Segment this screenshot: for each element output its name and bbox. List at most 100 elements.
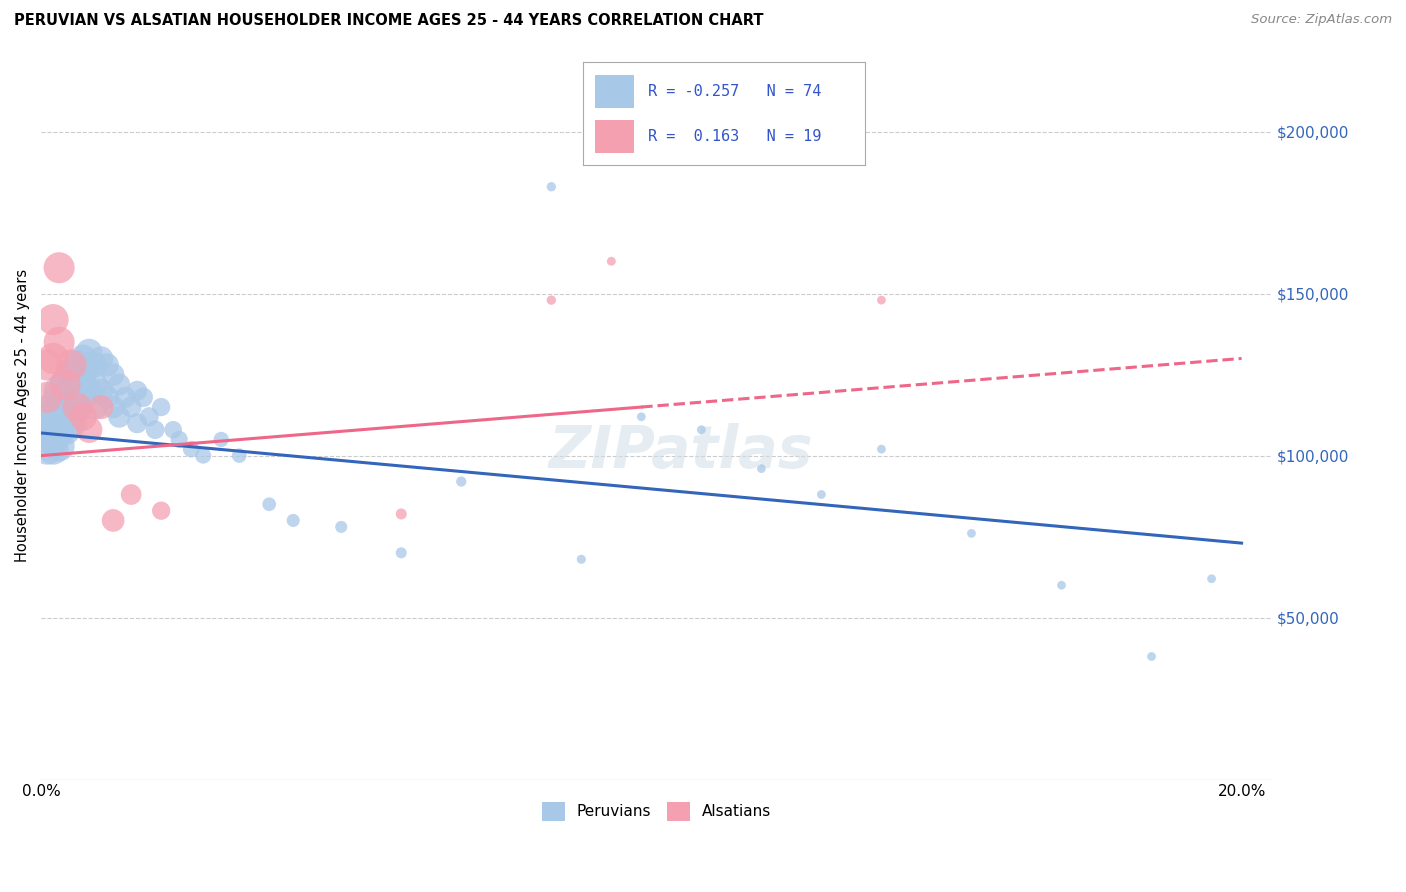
Point [48,409,70,424]
Point [330,520,353,534]
Point [48,439,70,453]
FancyBboxPatch shape [595,75,634,108]
Point [143,423,166,437]
Point [101,513,124,527]
Point [120,487,142,501]
Text: R =  0.163   N = 19: R = 0.163 N = 19 [648,128,821,144]
Point [66,358,89,372]
Point [53,390,76,404]
Point [77,423,100,437]
Point [96,390,118,404]
Point [120,400,142,414]
Point [42,312,65,326]
Point [48,390,70,404]
Point [72,351,94,366]
Point [193,449,215,463]
Point [180,442,202,457]
Point [60,384,83,398]
Point [96,358,118,372]
Point [53,423,76,437]
Point [209,433,232,447]
Point [630,409,652,424]
Point [37,409,59,424]
Point [42,442,65,457]
Point [77,384,100,398]
Point [37,358,59,372]
Point [48,260,70,275]
Point [389,507,412,521]
Point [1201,572,1223,586]
Point [48,335,70,350]
Point [1140,649,1163,664]
Point [960,526,983,541]
Point [72,390,94,404]
Point [127,416,149,430]
Point [810,487,832,501]
Point [1050,578,1073,592]
Point [66,400,89,414]
Point [690,423,713,437]
Point [60,407,83,421]
Point [90,400,112,414]
Point [48,400,70,414]
Point [600,254,623,268]
Point [150,504,173,518]
FancyBboxPatch shape [595,120,634,153]
Point [53,400,76,414]
Point [53,409,76,424]
Point [37,442,59,457]
Point [150,400,173,414]
Point [283,513,305,527]
Point [450,475,472,489]
Point [42,423,65,437]
Point [108,409,131,424]
Y-axis label: Householder Income Ages 25 - 44 years: Householder Income Ages 25 - 44 years [15,268,30,562]
Point [84,400,107,414]
Point [48,423,70,437]
Point [138,409,160,424]
Point [228,449,250,463]
Point [37,425,59,440]
Point [42,400,65,414]
Point [101,368,124,382]
Point [60,358,83,372]
Point [257,497,280,511]
Point [132,390,155,404]
Point [77,358,100,372]
Point [540,293,562,307]
Point [108,377,131,392]
Point [90,351,112,366]
Text: PERUVIAN VS ALSATIAN HOUSEHOLDER INCOME AGES 25 - 44 YEARS CORRELATION CHART: PERUVIAN VS ALSATIAN HOUSEHOLDER INCOME … [14,13,763,29]
Point [60,368,83,382]
Legend: Peruvians, Alsatians: Peruvians, Alsatians [536,796,778,827]
Text: Source: ZipAtlas.com: Source: ZipAtlas.com [1251,13,1392,27]
Point [53,377,76,392]
Point [84,358,107,372]
Point [540,179,562,194]
Text: R = -0.257   N = 74: R = -0.257 N = 74 [648,84,821,99]
Point [53,377,76,392]
Point [870,293,893,307]
Point [66,400,89,414]
Point [101,400,124,414]
Point [72,409,94,424]
Point [84,377,107,392]
Point [60,416,83,430]
Point [569,552,592,566]
Point [389,546,412,560]
Point [114,390,136,404]
Point [42,351,65,366]
Point [167,433,190,447]
Point [870,442,893,457]
Point [72,368,94,382]
Point [42,416,65,430]
Point [42,433,65,447]
Point [37,390,59,404]
Point [60,390,83,404]
Point [48,384,70,398]
Text: ZIPatlas: ZIPatlas [548,423,813,480]
Point [127,384,149,398]
Point [77,345,100,359]
Point [66,377,89,392]
Point [90,384,112,398]
